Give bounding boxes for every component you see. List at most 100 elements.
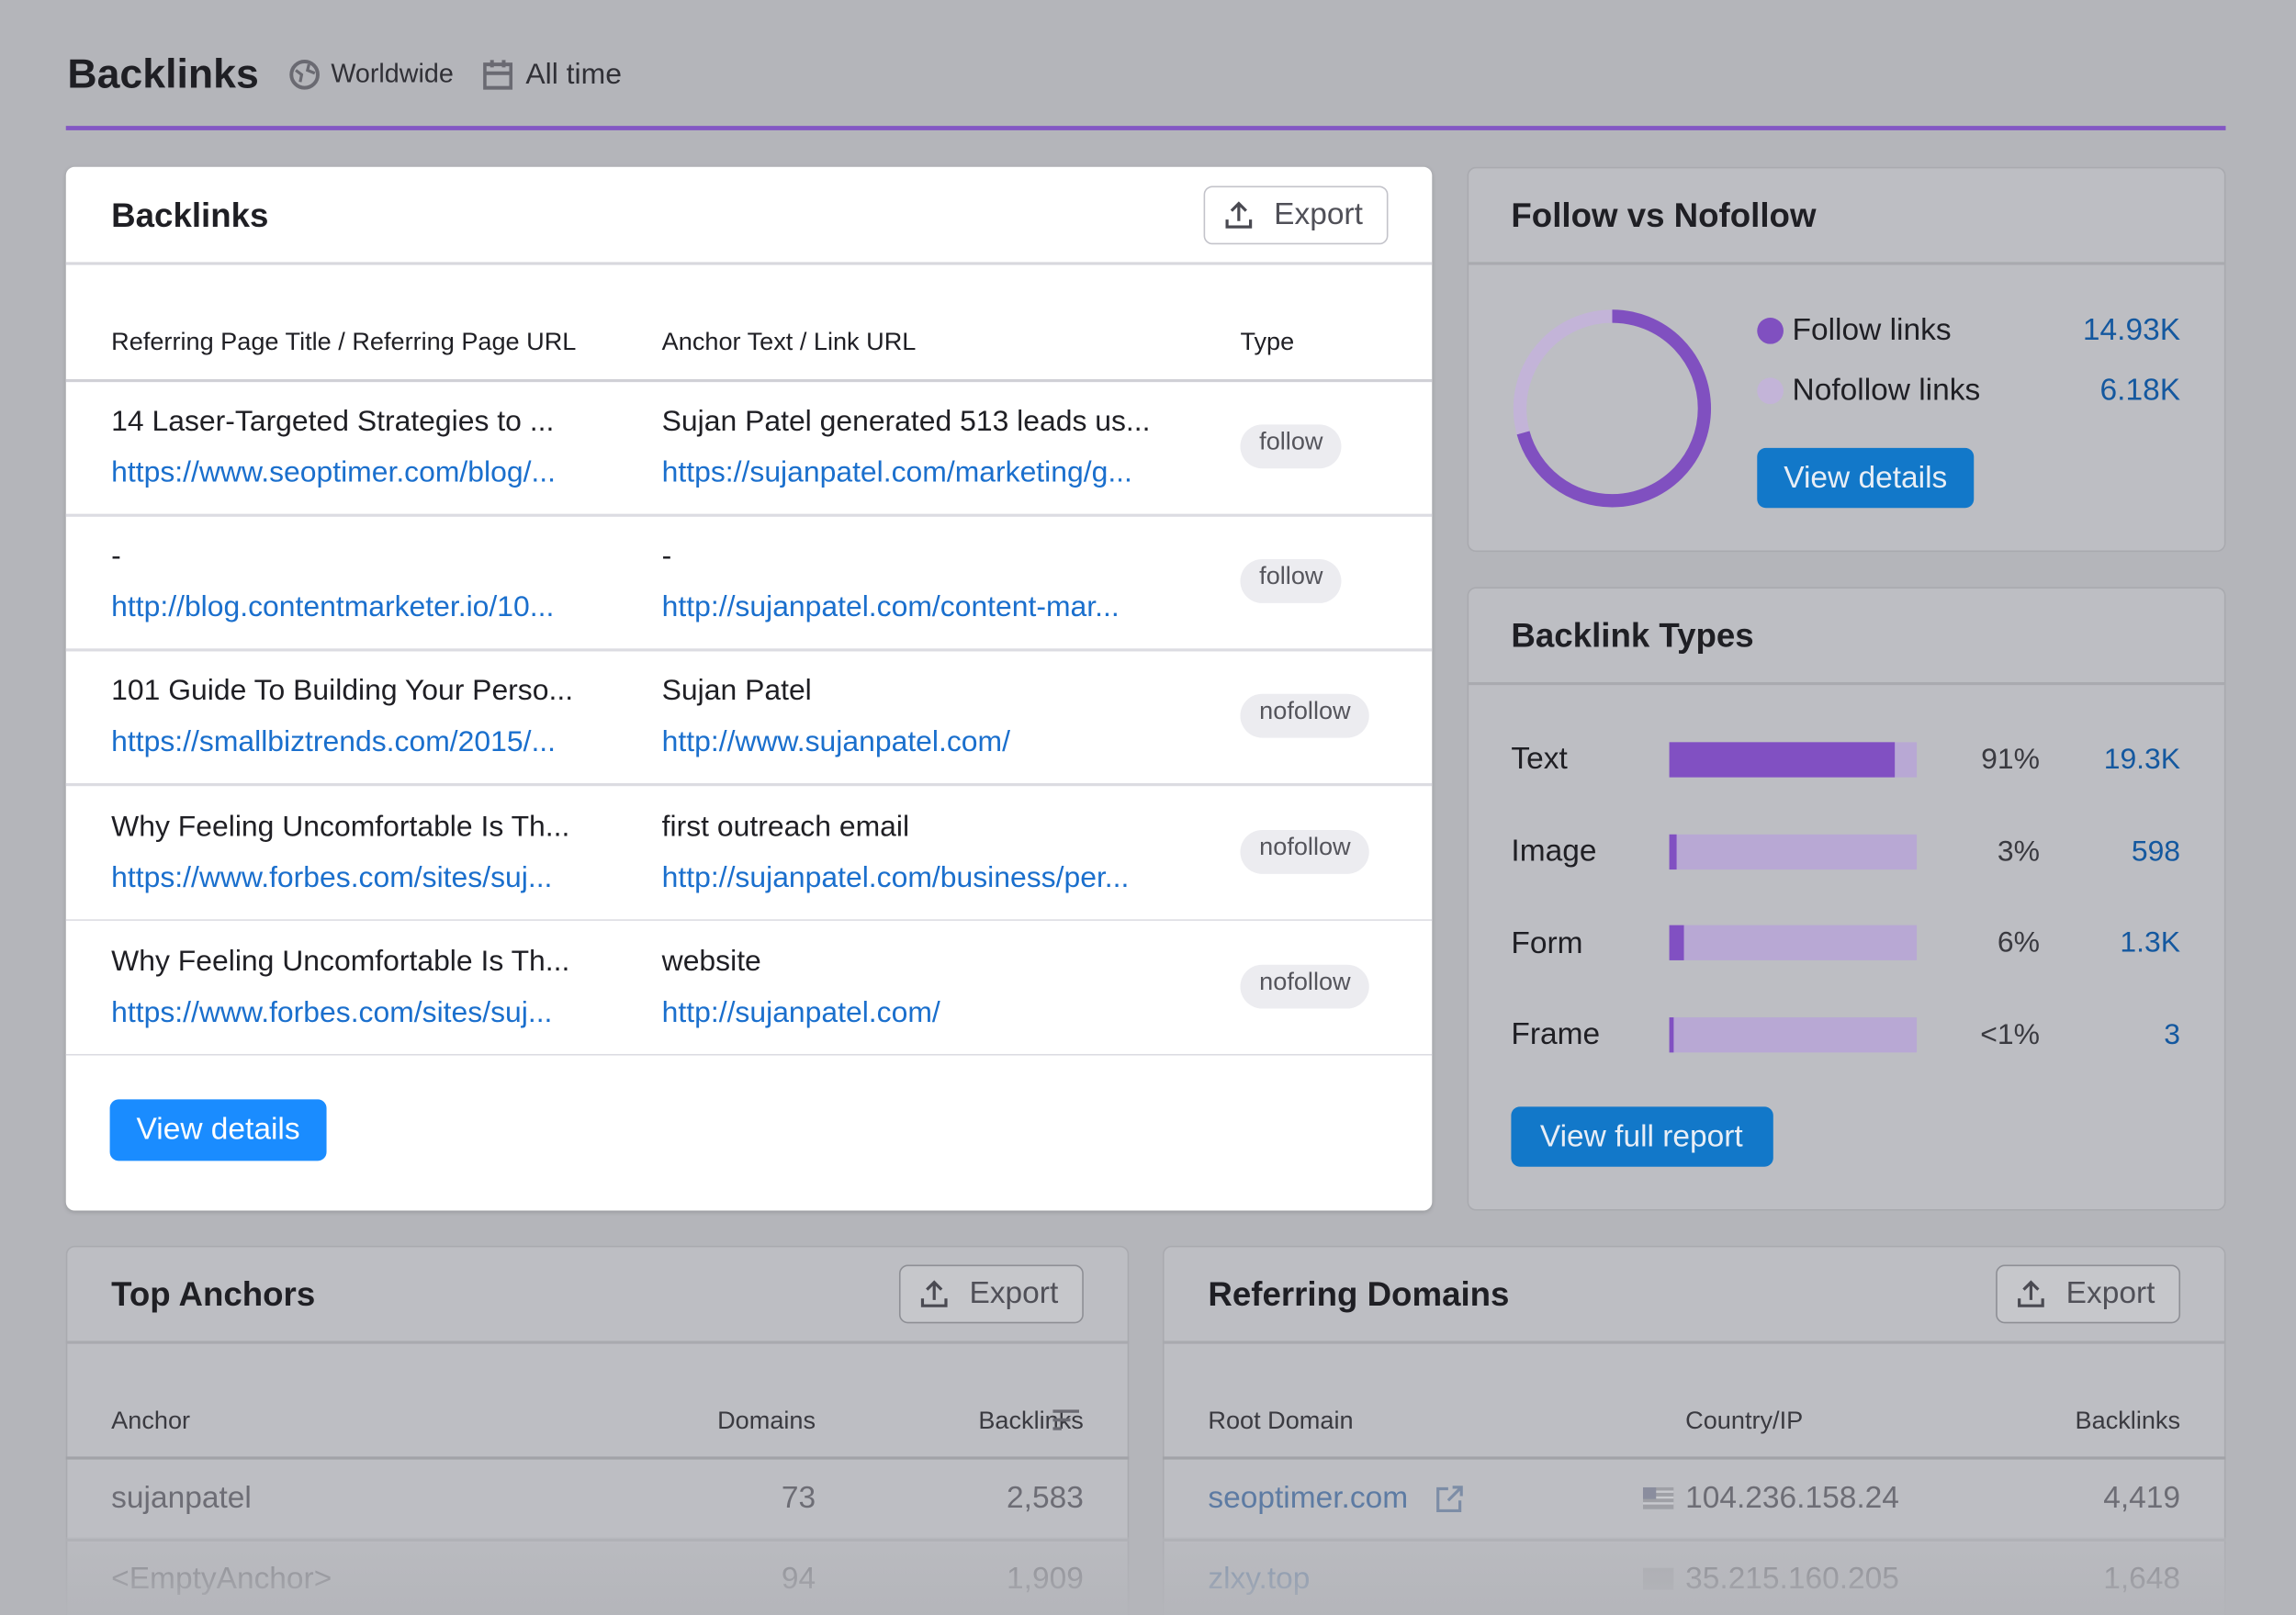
view-details-button[interactable] bbox=[1757, 447, 1975, 509]
button-label[interactable]: View details bbox=[1784, 461, 1948, 496]
export-icon bbox=[1225, 201, 1253, 229]
flag-icon bbox=[1642, 1486, 1674, 1509]
link-url[interactable]: http://sujanpatel.com/content-mar... bbox=[661, 591, 1120, 624]
column-header: Country/IP bbox=[1685, 1407, 1804, 1435]
divider bbox=[65, 1340, 1130, 1343]
divider bbox=[65, 378, 1433, 382]
column-header: Backlinks bbox=[2075, 1407, 2181, 1435]
export-label[interactable]: Export bbox=[1274, 197, 1363, 232]
column-header: Anchor bbox=[111, 1407, 191, 1435]
full-report-button[interactable] bbox=[1511, 1106, 1773, 1167]
export-button[interactable] bbox=[1203, 185, 1389, 245]
legend-dot bbox=[1757, 317, 1784, 344]
legend-dot bbox=[1757, 377, 1784, 405]
column-header: Domains bbox=[717, 1407, 816, 1435]
donut-segment bbox=[1513, 309, 1712, 508]
table-cell[interactable]: seoptimer.com bbox=[1208, 1481, 1409, 1516]
divider bbox=[65, 648, 1433, 652]
page-url[interactable]: http://blog.contentmarketer.io/10... bbox=[111, 591, 555, 624]
type-label: nofollow bbox=[1259, 697, 1351, 725]
type-pill: nofollow bbox=[1240, 694, 1370, 739]
export-label[interactable]: Export bbox=[2065, 1276, 2155, 1311]
page-title-cell: 101 Guide To Building Your Perso... bbox=[111, 675, 574, 708]
anchor-text: Sujan Patel generated 513 leads us... bbox=[661, 405, 1151, 438]
type-name: Form bbox=[1511, 925, 1583, 960]
divider bbox=[65, 1456, 1130, 1459]
legend-value[interactable]: 6.18K bbox=[2099, 374, 2181, 408]
donut bbox=[1513, 309, 1712, 508]
view-details-button[interactable] bbox=[109, 1099, 327, 1161]
type-label: follow bbox=[1259, 562, 1323, 590]
type-label: nofollow bbox=[1259, 832, 1351, 860]
link-url[interactable]: http://sujanpatel.com/business/per... bbox=[661, 861, 1130, 894]
header-underline bbox=[65, 126, 2226, 130]
link-url[interactable]: http://www.sujanpatel.com/ bbox=[661, 726, 1010, 759]
count-label[interactable]: 3 bbox=[2164, 1018, 2181, 1051]
page-url[interactable]: https://www.forbes.com/sites/suj... bbox=[111, 861, 553, 894]
divider bbox=[65, 918, 1433, 922]
count-label[interactable]: 598 bbox=[2131, 835, 2181, 868]
bar-track bbox=[1669, 1017, 1918, 1053]
column-header: Type bbox=[1240, 328, 1295, 356]
table-cell: sujanpatel bbox=[111, 1481, 252, 1516]
share-label: <1% bbox=[1980, 1018, 2040, 1051]
page-url[interactable]: https://www.forbes.com/sites/suj... bbox=[111, 996, 553, 1029]
link-url[interactable]: https://sujanpatel.com/marketing/g... bbox=[661, 456, 1132, 489]
card-title: Follow vs Nofollow bbox=[1511, 196, 1817, 234]
bar bbox=[1669, 925, 1684, 961]
page-title-cell: Why Feeling Uncomfortable Is Th... bbox=[111, 945, 570, 978]
period: All time bbox=[525, 58, 622, 91]
share-label: 3% bbox=[1997, 835, 2040, 868]
backlinks-card bbox=[65, 166, 1433, 1211]
page-url[interactable]: https://www.seoptimer.com/blog/... bbox=[111, 456, 557, 489]
count-label[interactable]: 19.3K bbox=[2103, 743, 2181, 777]
column-header: Referring Page Title / Referring Page UR… bbox=[111, 328, 577, 356]
divider bbox=[65, 783, 1433, 787]
bar-track bbox=[1669, 834, 1918, 869]
calendar-icon bbox=[483, 60, 513, 90]
anchor-text: Sujan Patel bbox=[661, 675, 812, 708]
legend-value[interactable]: 14.93K bbox=[2082, 313, 2181, 348]
export-button[interactable] bbox=[898, 1264, 1084, 1324]
type-pill: follow bbox=[1240, 424, 1343, 469]
divider bbox=[1162, 1340, 2226, 1343]
link-url[interactable]: http://sujanpatel.com/ bbox=[661, 996, 940, 1029]
type-name: Text bbox=[1511, 742, 1568, 777]
table-cell: 73 bbox=[781, 1481, 816, 1516]
legend-label: Follow links bbox=[1792, 313, 1952, 348]
type-pill: nofollow bbox=[1240, 964, 1370, 1009]
card-title: Backlinks bbox=[111, 196, 269, 234]
page-title-cell: - bbox=[111, 540, 121, 573]
legend-label: Nofollow links bbox=[1792, 374, 1981, 408]
table-cell: 2,583 bbox=[1007, 1481, 1084, 1516]
column-header: Anchor Text / Link URL bbox=[661, 328, 917, 356]
page-url[interactable]: https://smallbiztrends.com/2015/... bbox=[111, 726, 557, 759]
button-label[interactable]: View details bbox=[136, 1113, 300, 1147]
type-pill: nofollow bbox=[1240, 829, 1370, 874]
divider bbox=[1162, 1456, 2226, 1459]
card-title: Referring Domains bbox=[1208, 1274, 1510, 1313]
type-name: Frame bbox=[1511, 1017, 1601, 1052]
page-title-cell: Why Feeling Uncomfortable Is Th... bbox=[111, 810, 570, 843]
export-icon bbox=[920, 1280, 948, 1307]
bar-track bbox=[1669, 925, 1918, 961]
types-card bbox=[1467, 587, 2226, 1211]
export-label[interactable]: Export bbox=[969, 1276, 1059, 1311]
page-title-cell: 14 Laser-Targeted Strategies to ... bbox=[111, 405, 555, 438]
card-title: Top Anchors bbox=[111, 1274, 316, 1313]
count-label[interactable]: 1.3K bbox=[2120, 926, 2181, 959]
export-button[interactable] bbox=[1996, 1264, 2181, 1324]
divider bbox=[65, 513, 1433, 517]
type-label: follow bbox=[1259, 427, 1323, 455]
table-cell: 104.236.158.24 bbox=[1685, 1481, 1899, 1516]
globe-icon bbox=[289, 59, 320, 90]
external-icon bbox=[1436, 1486, 1463, 1513]
divider bbox=[1467, 681, 2226, 685]
fade-overlay bbox=[0, 1537, 2296, 1615]
button-label[interactable]: View full report bbox=[1539, 1120, 1743, 1154]
sort-icon bbox=[1052, 1409, 1080, 1430]
export-icon bbox=[2018, 1280, 2044, 1307]
page-title: Backlinks bbox=[67, 51, 259, 97]
